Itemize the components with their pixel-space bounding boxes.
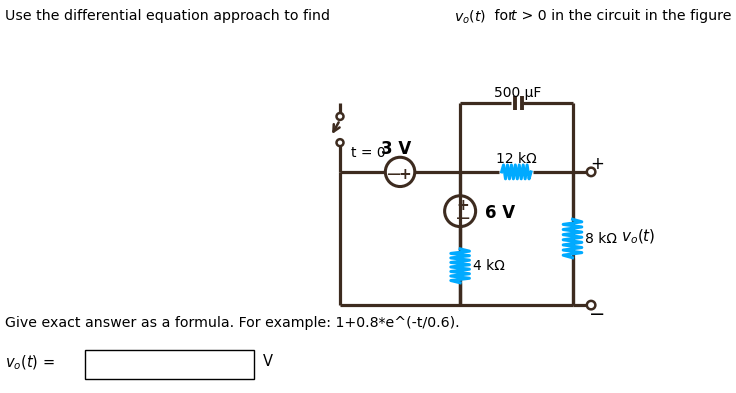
Text: −: − bbox=[589, 305, 606, 324]
Text: 8 kΩ: 8 kΩ bbox=[585, 231, 617, 246]
Text: Use the differential equation approach to find: Use the differential equation approach t… bbox=[5, 9, 335, 23]
Text: 3 V: 3 V bbox=[381, 140, 411, 158]
Text: > 0 in the circuit in the figure below.: > 0 in the circuit in the figure below. bbox=[517, 9, 736, 23]
Text: for: for bbox=[490, 9, 519, 23]
Text: $v_o(t)$: $v_o(t)$ bbox=[454, 9, 486, 26]
Text: V: V bbox=[263, 354, 273, 369]
Text: −: − bbox=[386, 165, 403, 184]
Text: +: + bbox=[398, 167, 411, 182]
Text: 500 μF: 500 μF bbox=[494, 86, 542, 99]
Text: −: − bbox=[455, 209, 472, 228]
Text: +: + bbox=[590, 155, 604, 173]
Text: t = 0: t = 0 bbox=[351, 147, 386, 160]
Text: $v_o(t)$: $v_o(t)$ bbox=[620, 228, 655, 246]
Text: Give exact answer as a formula. For example: 1+0.8*e^(-t/0.6).: Give exact answer as a formula. For exam… bbox=[5, 316, 460, 331]
Text: $t$: $t$ bbox=[510, 9, 518, 23]
Text: 4 kΩ: 4 kΩ bbox=[473, 259, 504, 273]
Text: 12 kΩ: 12 kΩ bbox=[496, 152, 537, 166]
Text: 6 V: 6 V bbox=[485, 204, 515, 222]
Text: $v_o(t)$ =: $v_o(t)$ = bbox=[5, 354, 55, 372]
Text: +: + bbox=[457, 198, 470, 213]
